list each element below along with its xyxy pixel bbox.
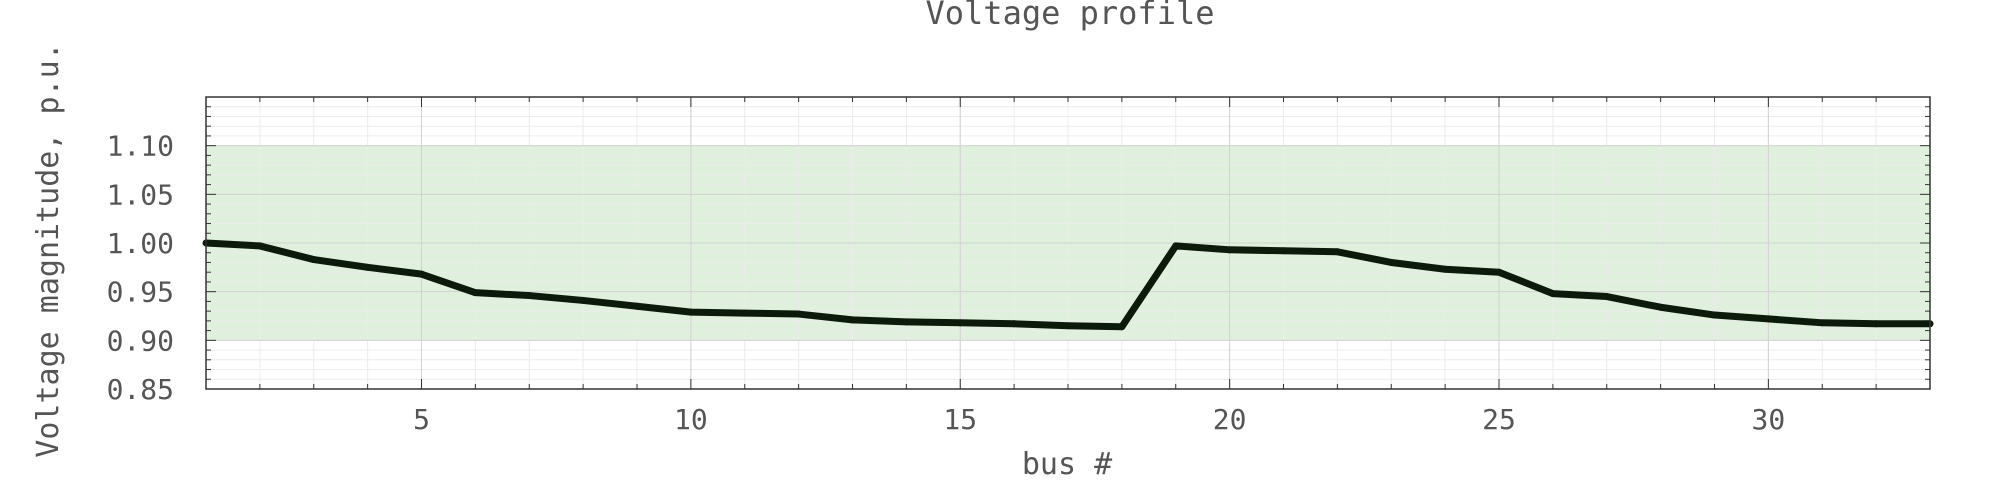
data-point-bus-7 [525, 292, 533, 300]
y-tick-label: 0.90 [107, 324, 174, 357]
data-point-bus-22 [1333, 248, 1341, 256]
data-point-bus-14 [902, 318, 910, 326]
data-point-bus-25 [1495, 268, 1503, 276]
data-point-bus-5 [418, 270, 425, 278]
data-point-bus-3 [310, 256, 318, 264]
data-point-bus-18 [1118, 323, 1126, 331]
x-tick-label: 25 [1482, 403, 1516, 436]
y-tick-labels: 0.85 0.90 0.95 1.00 1.05 1.10 [107, 130, 174, 406]
data-point-bus-4 [364, 263, 372, 271]
y-tick-label: 0.95 [107, 276, 174, 309]
data-point-bus-32 [1872, 320, 1880, 328]
data-point-bus-12 [795, 310, 803, 318]
data-point-bus-2 [256, 242, 264, 250]
y-tick-label: 1.10 [107, 130, 174, 163]
data-point-bus-9 [633, 302, 641, 310]
data-point-bus-10 [687, 308, 695, 316]
data-point-bus-29 [1711, 311, 1718, 319]
data-point-bus-13 [849, 316, 856, 324]
chart-title: Voltage profile [926, 0, 1215, 32]
data-point-bus-20 [1226, 246, 1234, 254]
data-point-bus-24 [1441, 265, 1449, 273]
y-axis-label: Voltage magnitude, p.u. [31, 42, 66, 457]
x-tick-label: 10 [674, 403, 708, 436]
x-tick-label: 30 [1752, 403, 1786, 436]
data-point-bus-31 [1818, 319, 1826, 327]
data-point-bus-16 [1010, 320, 1018, 328]
data-point-bus-11 [741, 309, 749, 317]
data-point-bus-6 [471, 289, 479, 297]
data-point-bus-28 [1657, 303, 1665, 311]
y-tick-label: 1.05 [107, 178, 174, 211]
data-point-bus-27 [1603, 293, 1611, 301]
data-point-bus-8 [579, 296, 587, 304]
data-point-bus-30 [1764, 315, 1772, 323]
data-point-bus-19 [1172, 242, 1180, 250]
x-tick-label: 20 [1213, 403, 1247, 436]
x-axis-label: bus # [1022, 447, 1112, 482]
data-point-bus-26 [1549, 290, 1557, 298]
axis-ticks [205, 96, 1931, 390]
data-point-bus-15 [956, 319, 964, 327]
series-points [202, 239, 1934, 331]
data-point-bus-17 [1064, 322, 1072, 330]
x-tick-label: 5 [413, 403, 430, 436]
data-point-bus-21 [1280, 247, 1287, 255]
plot-frame [205, 96, 1931, 390]
data-point-bus-23 [1387, 258, 1395, 266]
y-tick-label: 1.00 [107, 227, 174, 260]
x-tick-labels: 5 10 15 20 25 30 [413, 403, 1785, 436]
y-tick-label: 0.85 [107, 373, 174, 406]
x-tick-label: 15 [943, 403, 977, 436]
